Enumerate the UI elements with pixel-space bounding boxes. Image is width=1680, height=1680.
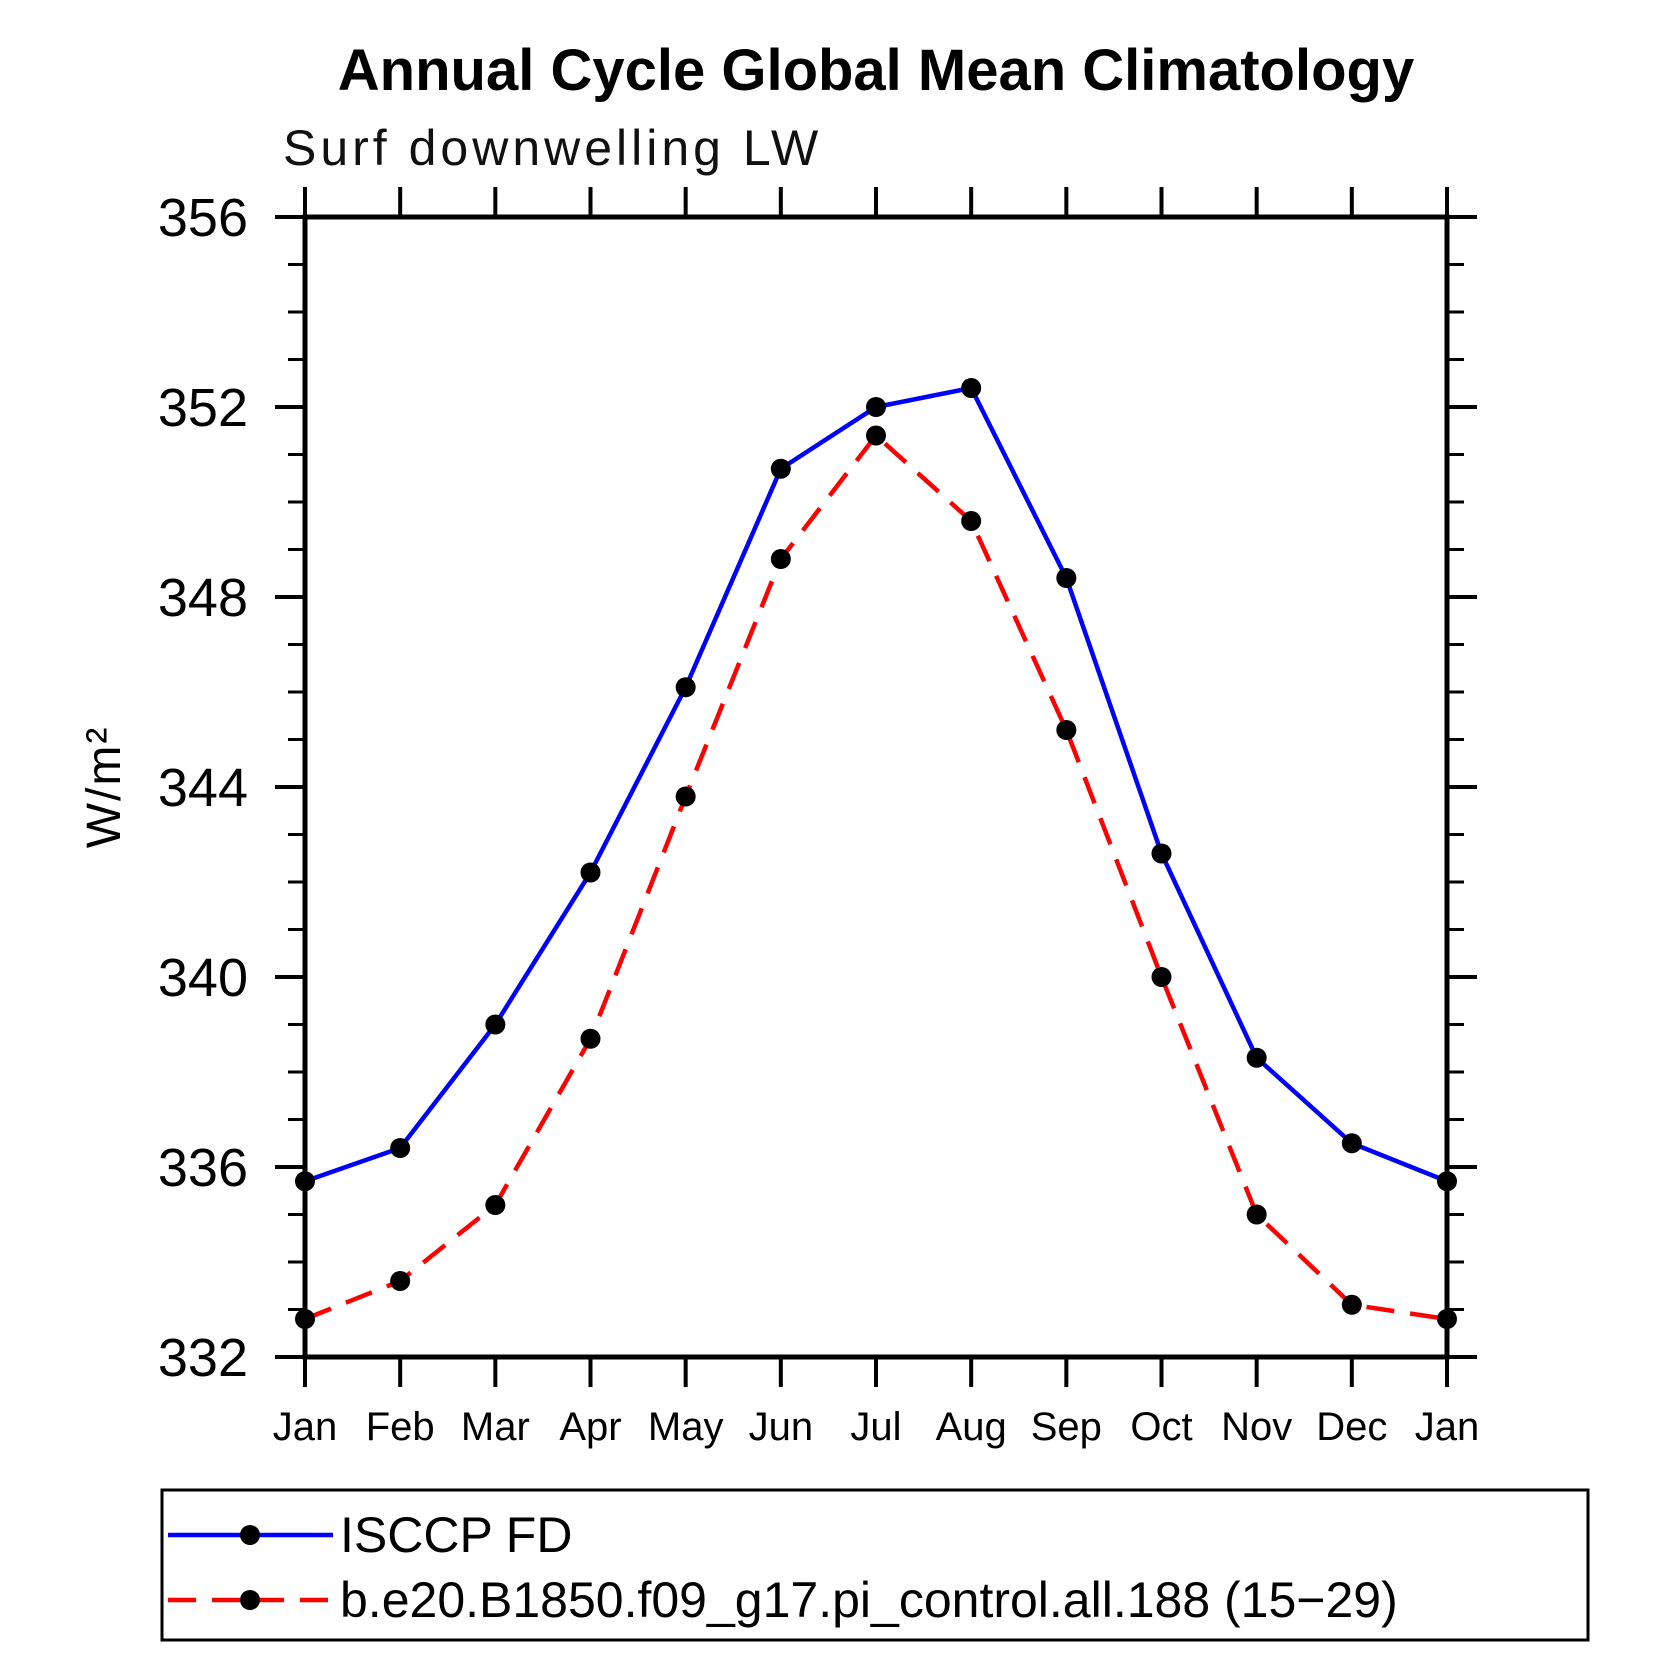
plot-area: 332 336 340 344 348 352 356 Jan Feb Mar Apr May Jun J… xyxy=(158,187,1479,1449)
data-point-marker xyxy=(1341,1294,1362,1315)
data-point-marker xyxy=(485,1014,506,1035)
data-point-marker xyxy=(1056,720,1077,740)
x-tick-label: Aug xyxy=(936,1405,1007,1449)
data-point-marker xyxy=(295,1171,315,1192)
data-point-marker xyxy=(390,1271,411,1291)
x-tick-label: Mar xyxy=(461,1405,530,1449)
data-point-marker xyxy=(1437,1309,1457,1329)
y-tick-label: 340 xyxy=(158,948,248,1008)
y-tick-label: 336 xyxy=(158,1138,248,1198)
y-axis-label: W/m² xyxy=(78,726,131,849)
data-point-marker xyxy=(485,1195,506,1215)
data-point-marker xyxy=(295,1309,315,1329)
x-tick-label: May xyxy=(648,1405,724,1449)
series-line-0 xyxy=(304,385,1448,1184)
plot-frame xyxy=(302,214,1450,1360)
x-tick-label: Dec xyxy=(1316,1405,1387,1449)
data-point-marker xyxy=(675,677,696,698)
page-title: Annual Cycle Global Mean Climatology xyxy=(338,38,1414,103)
legend-box xyxy=(160,1488,1590,1642)
x-tick-label: Jun xyxy=(749,1405,814,1449)
x-tick-label: Oct xyxy=(1130,1405,1192,1449)
data-point-marker xyxy=(1151,843,1172,864)
x-tick-label: Jul xyxy=(850,1405,901,1449)
legend-label-model: b.e20.B1850.f09_g17.pi_control.all.188 (… xyxy=(340,1572,1398,1628)
data-point-marker xyxy=(770,458,791,479)
series-line-1 xyxy=(304,433,1448,1322)
data-point-marker xyxy=(866,397,886,417)
legend-marker-icon xyxy=(240,1590,260,1610)
legend-label-isccp: ISCCP FD xyxy=(340,1507,572,1563)
data-point-marker xyxy=(961,378,982,398)
y-tick-label: 356 xyxy=(158,188,248,248)
data-point-marker xyxy=(1246,1204,1267,1225)
data-point-marker xyxy=(1341,1133,1362,1154)
data-point-marker xyxy=(770,549,791,569)
y-tick-label: 352 xyxy=(158,378,248,438)
data-point-marker xyxy=(961,511,982,531)
data-point-marker xyxy=(675,786,696,807)
data-point-marker xyxy=(1056,568,1077,588)
data-point-marker xyxy=(580,1028,601,1049)
chart-subtitle: Surf downwelling LW xyxy=(283,120,822,176)
x-tick-label: Jan xyxy=(1415,1405,1480,1449)
legend-marker-icon xyxy=(240,1525,260,1545)
y-tick-label: 344 xyxy=(158,758,248,818)
data-point-marker xyxy=(1151,967,1172,987)
legend: ISCCP FD b.e20.B1850.f09_g17.pi_control.… xyxy=(160,1488,1590,1642)
x-tick-label: Sep xyxy=(1031,1405,1102,1449)
data-point-marker xyxy=(390,1138,411,1158)
y-tick-label: 348 xyxy=(158,568,248,628)
x-tick-label: Jan xyxy=(273,1405,338,1449)
x-tick-label: Apr xyxy=(559,1405,621,1449)
y-tick-label: 332 xyxy=(158,1328,248,1388)
x-tick-label: Nov xyxy=(1221,1405,1292,1449)
data-point-marker xyxy=(1437,1171,1457,1192)
data-point-marker xyxy=(580,862,601,883)
x-tick-label: Feb xyxy=(366,1405,435,1449)
data-point-marker xyxy=(866,425,886,446)
data-point-marker xyxy=(1246,1047,1267,1068)
